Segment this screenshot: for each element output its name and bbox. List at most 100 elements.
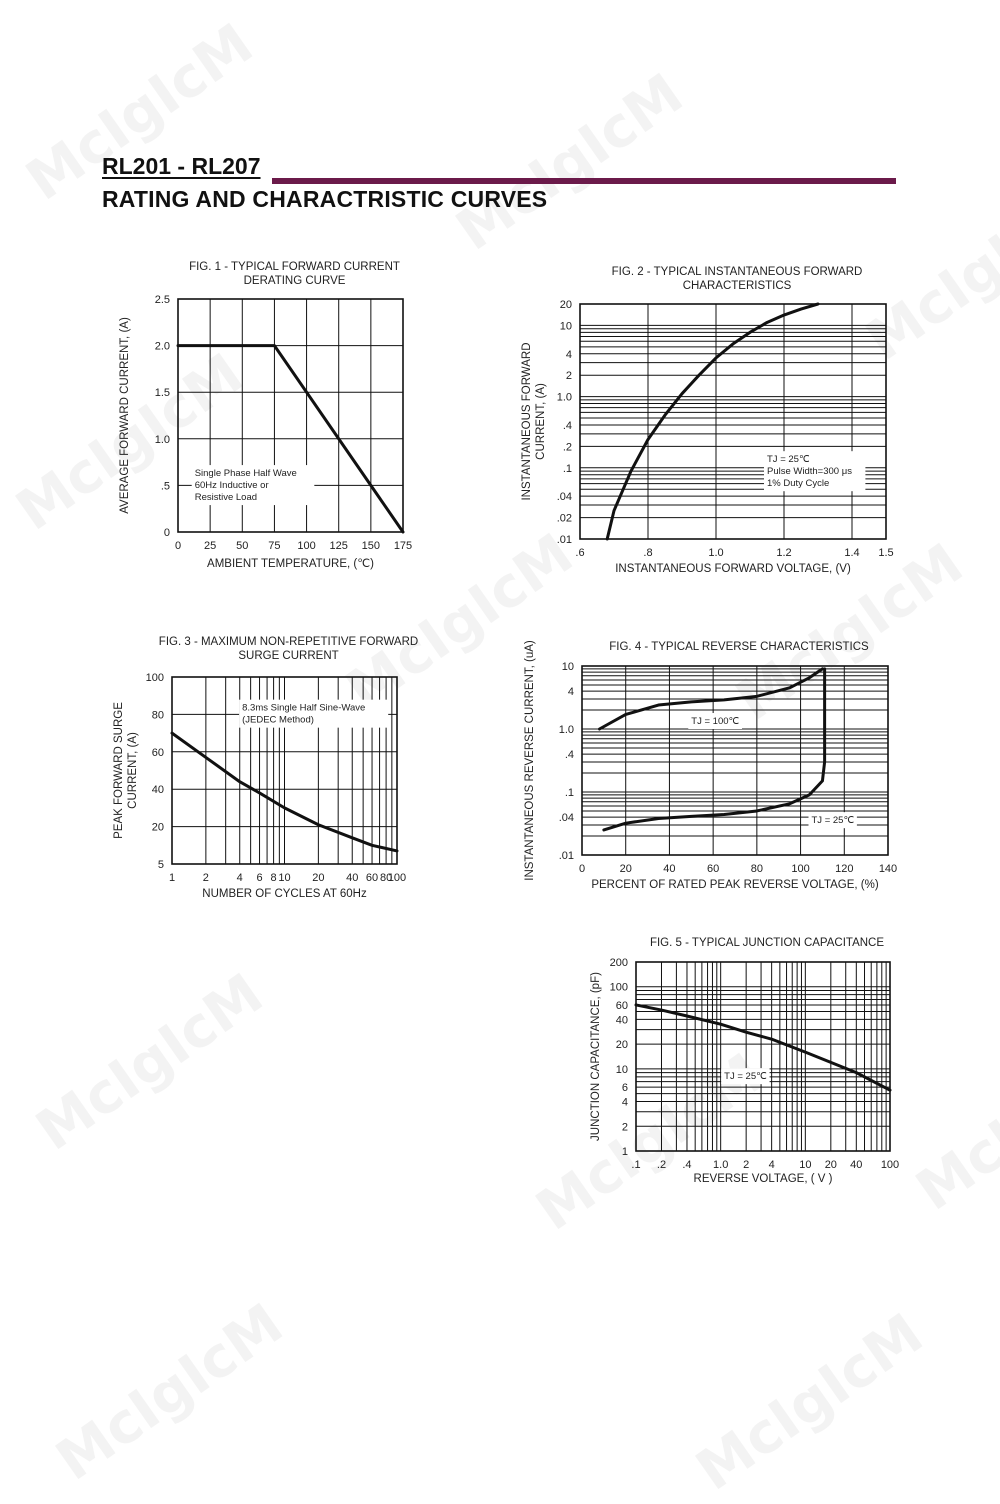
fig1-series-line-1 [176, 344, 405, 534]
x-tick-label: 1 [169, 872, 175, 884]
fig2-plot-frame [579, 303, 887, 540]
x-tick-label: 40 [663, 863, 675, 875]
y-tick-label: 2.0 [155, 341, 170, 353]
y-tick-label: 2 [622, 1121, 628, 1133]
fig3-y-axis-label: PEAK FORWARD SURGE [113, 702, 125, 839]
x-tick-label: 80 [380, 872, 392, 884]
fig2-chart: .6 .8 1.0 1.2 1.4 1.5 .01 .02 .04 .1 .2 .4 1.0 2 4 10 20… [521, 266, 894, 575]
fig4-annotation-box [688, 713, 742, 730]
fig1-title: FIG. 1 - TYPICAL FORWARD CURRENT [189, 261, 400, 273]
fig4-annotation-text: TJ = 100℃ [691, 716, 739, 727]
x-tick-label: 2 [203, 872, 209, 884]
x-tick-label: 6 [256, 872, 262, 884]
fig5-title: FIG. 5 - TYPICAL JUNCTION CAPACITANCE [650, 937, 884, 949]
fig3-annotation-box [239, 699, 389, 728]
x-tick-label: 8 [271, 872, 277, 884]
fig4-x-axis-label: PERCENT OF RATED PEAK REVERSE VOLTAGE, (… [591, 879, 879, 891]
y-tick-label: 5 [158, 859, 164, 871]
fig2-annotation-text: Pulse Width=300 μs [767, 466, 852, 477]
x-tick-label: 60 [707, 863, 719, 875]
y-tick-label: .5 [161, 480, 170, 492]
fig1-annotation-text: 60Hz Inductive or [195, 480, 269, 491]
x-tick-label: 175 [394, 540, 412, 552]
y-tick-label: .4 [563, 420, 572, 432]
fig1-chart: 0 25 50 75 100 125 150 175 0 .5 1.0 1.5 2.0 2.5 FIG. 1… [119, 261, 412, 570]
x-tick-label: .2 [657, 1159, 666, 1171]
x-tick-label: 120 [835, 863, 853, 875]
fig2-annotation-text: TJ = 25℃ [767, 454, 810, 465]
fig2-x-axis-label: INSTANTANEOUS FORWARD VOLTAGE, (V) [615, 563, 851, 575]
x-tick-label: 20 [312, 872, 324, 884]
y-tick-label: 100 [610, 982, 628, 994]
x-tick-label: 1.0 [708, 547, 723, 559]
y-tick-label: 10 [616, 1064, 628, 1076]
x-tick-label: 1.4 [844, 547, 859, 559]
fig5-y-axis-label: JUNCTION CAPACITANCE, (pF) [590, 972, 602, 1141]
fig4-plot-frame [581, 665, 889, 856]
fig1-annotation-box [191, 465, 315, 506]
y-tick-label: .01 [557, 534, 572, 546]
fig2-y-axis-label: INSTANTANEOUS FORWARD [521, 342, 533, 500]
y-tick-label: .4 [565, 749, 574, 761]
y-tick-label: .2 [563, 441, 572, 453]
y-tick-label: 60 [616, 1000, 628, 1012]
fig2-annotation-box [764, 451, 866, 492]
x-tick-label: 80 [751, 863, 763, 875]
fig5-annotation-text: TJ = 25℃ [724, 1071, 767, 1082]
x-tick-label: 140 [879, 863, 897, 875]
x-tick-label: 1.2 [776, 547, 791, 559]
x-tick-label: .8 [643, 547, 652, 559]
y-tick-label: 20 [616, 1039, 628, 1051]
y-tick-label: 4 [566, 349, 572, 361]
fig4-annotation-text: TJ = 25℃ [812, 815, 855, 826]
y-tick-label: .1 [565, 787, 574, 799]
x-tick-label: 20 [620, 863, 632, 875]
x-tick-label: .6 [575, 547, 584, 559]
fig4-annotation-box [808, 812, 857, 829]
y-tick-label: .01 [559, 850, 574, 862]
fig1-title: DERATING CURVE [244, 275, 346, 287]
y-tick-label: .04 [559, 812, 574, 824]
x-tick-label: 10 [799, 1159, 811, 1171]
y-tick-label: .02 [557, 513, 572, 525]
x-tick-label: 40 [346, 872, 358, 884]
x-tick-label: 100 [881, 1159, 899, 1171]
fig3-annotation-text: (JEDEC Method) [242, 715, 314, 726]
fig3-y-axis-label: CURRENT, (A) [127, 732, 139, 809]
y-tick-label: 40 [152, 784, 164, 796]
y-tick-label: 10 [560, 320, 572, 332]
fig5-annotation-box [721, 1068, 770, 1085]
fig5-x-axis-label: REVERSE VOLTAGE, ( V ) [694, 1173, 833, 1185]
fig2-title: FIG. 2 - TYPICAL INSTANTANEOUS FORWARD [612, 266, 863, 278]
y-tick-label: 200 [610, 957, 628, 969]
y-tick-label: 1.5 [155, 387, 170, 399]
y-tick-label: 20 [560, 299, 572, 311]
fig3-series-line-1 [170, 731, 399, 853]
y-tick-label: 2.5 [155, 294, 170, 306]
x-tick-label: 1.0 [713, 1159, 728, 1171]
x-tick-label: 25 [204, 540, 216, 552]
y-tick-label: 6 [622, 1082, 628, 1094]
fig4-series-line-2 [602, 667, 827, 832]
fig1-x-axis-label: AMBIENT TEMPERATURE, (℃) [207, 558, 374, 570]
fig5-series-line-1 [634, 1003, 892, 1092]
fig4-y-axis-label: INSTANTANEOUS REVERSE CURRENT, (uA) [524, 640, 536, 881]
fig5-plot-frame [635, 961, 891, 1152]
y-tick-label: 20 [152, 822, 164, 834]
x-tick-label: 4 [237, 872, 243, 884]
fig2-series-line-1 [605, 302, 820, 541]
x-tick-label: 100 [388, 872, 406, 884]
title-rule [272, 178, 896, 184]
x-tick-label: .4 [682, 1159, 691, 1171]
y-tick-label: 0 [164, 527, 170, 539]
x-tick-label: 40 [850, 1159, 862, 1171]
fig1-annotation-text: Single Phase Half Wave [195, 468, 297, 479]
x-tick-label: 4 [769, 1159, 775, 1171]
y-tick-label: 80 [152, 709, 164, 721]
y-tick-label: 4 [568, 686, 574, 698]
x-tick-label: 0 [579, 863, 585, 875]
fig4-chart: 0 20 40 60 80 100 120 140 .01 .04 .1 .4 1.0 4 10 FIG. 4… [524, 640, 897, 891]
x-tick-label: 20 [825, 1159, 837, 1171]
fig4-series-line-1 [597, 667, 824, 731]
